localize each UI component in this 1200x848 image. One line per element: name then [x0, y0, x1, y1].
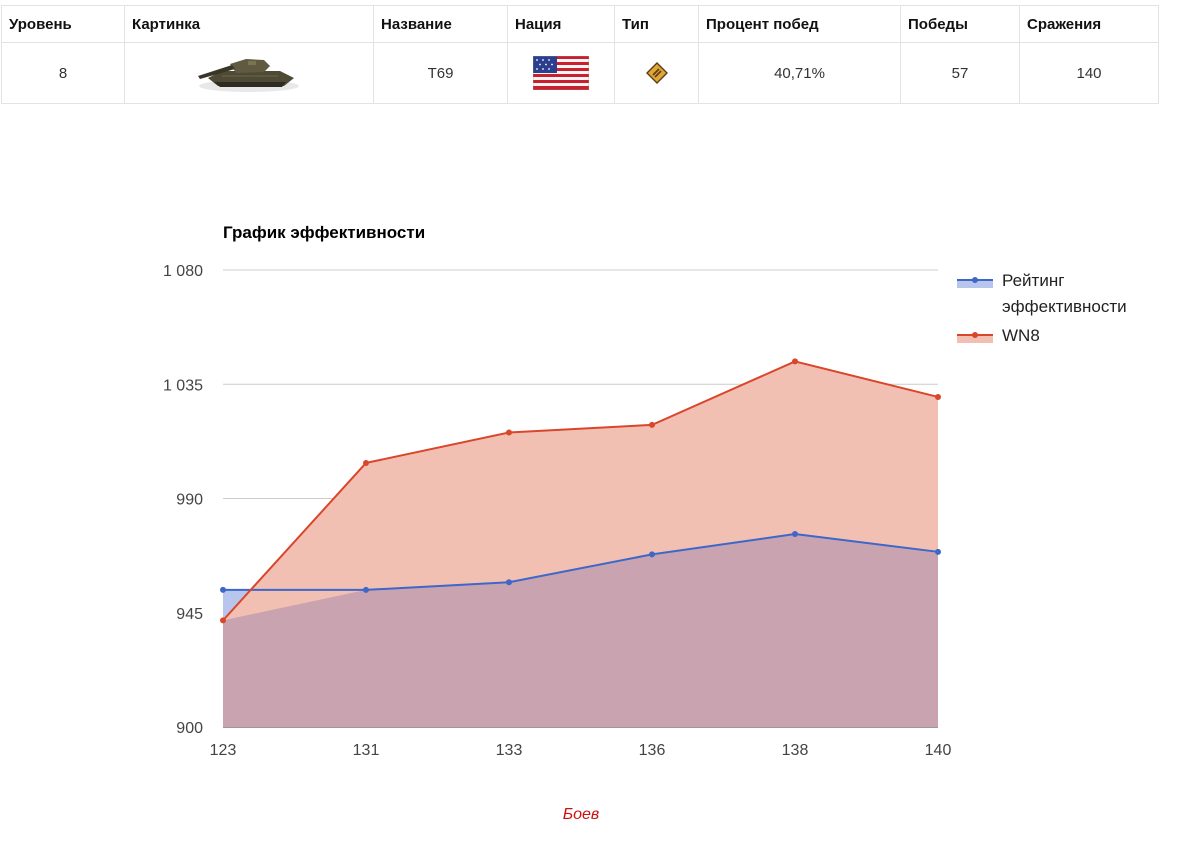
cell-name: T69	[373, 42, 508, 104]
legend-swatch	[957, 280, 993, 288]
wn8-point	[792, 358, 798, 365]
header-win-rate[interactable]: Процент побед	[698, 5, 901, 43]
y-tick-label: 1 035	[163, 377, 203, 394]
cell-type	[614, 42, 699, 104]
cell-image	[124, 42, 374, 104]
header-wins[interactable]: Победы	[900, 5, 1020, 43]
header-name[interactable]: Название	[373, 5, 508, 43]
x-tick-label: 136	[639, 742, 666, 759]
legend-label: эффективности	[1002, 297, 1127, 316]
x-tick-label: 123	[210, 742, 237, 759]
y-axis-ticks: 900 945 990 1 035 1 080	[163, 263, 203, 737]
y-tick-label: 900	[176, 720, 203, 737]
rating-point	[506, 579, 512, 586]
rating-point	[935, 548, 941, 555]
x-axis-label: Боев	[563, 806, 600, 823]
cell-wins: 57	[900, 42, 1020, 104]
header-nation[interactable]: Нация	[507, 5, 615, 43]
legend-marker	[972, 332, 978, 338]
series-lines	[222, 360, 939, 622]
header-type[interactable]: Тип	[614, 5, 699, 43]
wn8-point	[649, 421, 655, 428]
cell-win-rate: 40,71%	[698, 42, 901, 104]
y-tick-label: 945	[176, 606, 203, 623]
y-tick-label: 990	[176, 492, 203, 509]
rating-point	[363, 586, 369, 593]
wn8-line	[222, 360, 939, 622]
legend: Рейтинг эффективности WN8	[957, 271, 1127, 345]
rating-point	[649, 551, 655, 558]
wn8-point	[220, 617, 226, 624]
table-header-row: Уровень Картинка Название Нация Тип Проц…	[1, 5, 1159, 43]
x-tick-label: 138	[782, 742, 809, 759]
wn8-point	[506, 429, 512, 436]
header-level[interactable]: Уровень	[1, 5, 125, 43]
x-axis-ticks: 123 131 133 136 138 140	[210, 742, 952, 759]
usa-flag-icon	[533, 56, 589, 90]
wn8-point	[363, 459, 369, 466]
legend-marker	[972, 277, 978, 283]
cell-battles: 140	[1019, 42, 1159, 104]
header-battles[interactable]: Сражения	[1019, 5, 1159, 43]
x-tick-label: 131	[353, 742, 380, 759]
cell-nation	[507, 42, 615, 104]
y-tick-label: 1 080	[163, 263, 203, 280]
legend-label: Рейтинг	[1002, 271, 1064, 290]
rating-point	[792, 531, 798, 538]
medium-tank-icon	[645, 62, 668, 84]
wn8-point	[935, 393, 941, 400]
table-row: 8 T69	[1, 42, 1159, 104]
legend-swatch	[957, 335, 993, 343]
cell-level: 8	[1, 42, 125, 104]
legend-label: WN8	[1002, 326, 1040, 345]
header-image[interactable]: Картинка	[124, 5, 374, 43]
overlap-area	[223, 534, 938, 727]
rating-point	[220, 586, 226, 593]
stats-table: Уровень Картинка Название Нация Тип Проц…	[1, 5, 1159, 104]
series-areas	[223, 361, 938, 727]
rating-line	[223, 533, 939, 591]
x-tick-label: 140	[925, 742, 952, 759]
chart-title: График эффективности	[223, 223, 425, 242]
x-tick-label: 133	[496, 742, 523, 759]
tank-image	[198, 59, 299, 92]
efficiency-chart: График эффективности 900 945 990 1 035 1 080…	[163, 223, 1127, 823]
series-points	[220, 358, 941, 624]
